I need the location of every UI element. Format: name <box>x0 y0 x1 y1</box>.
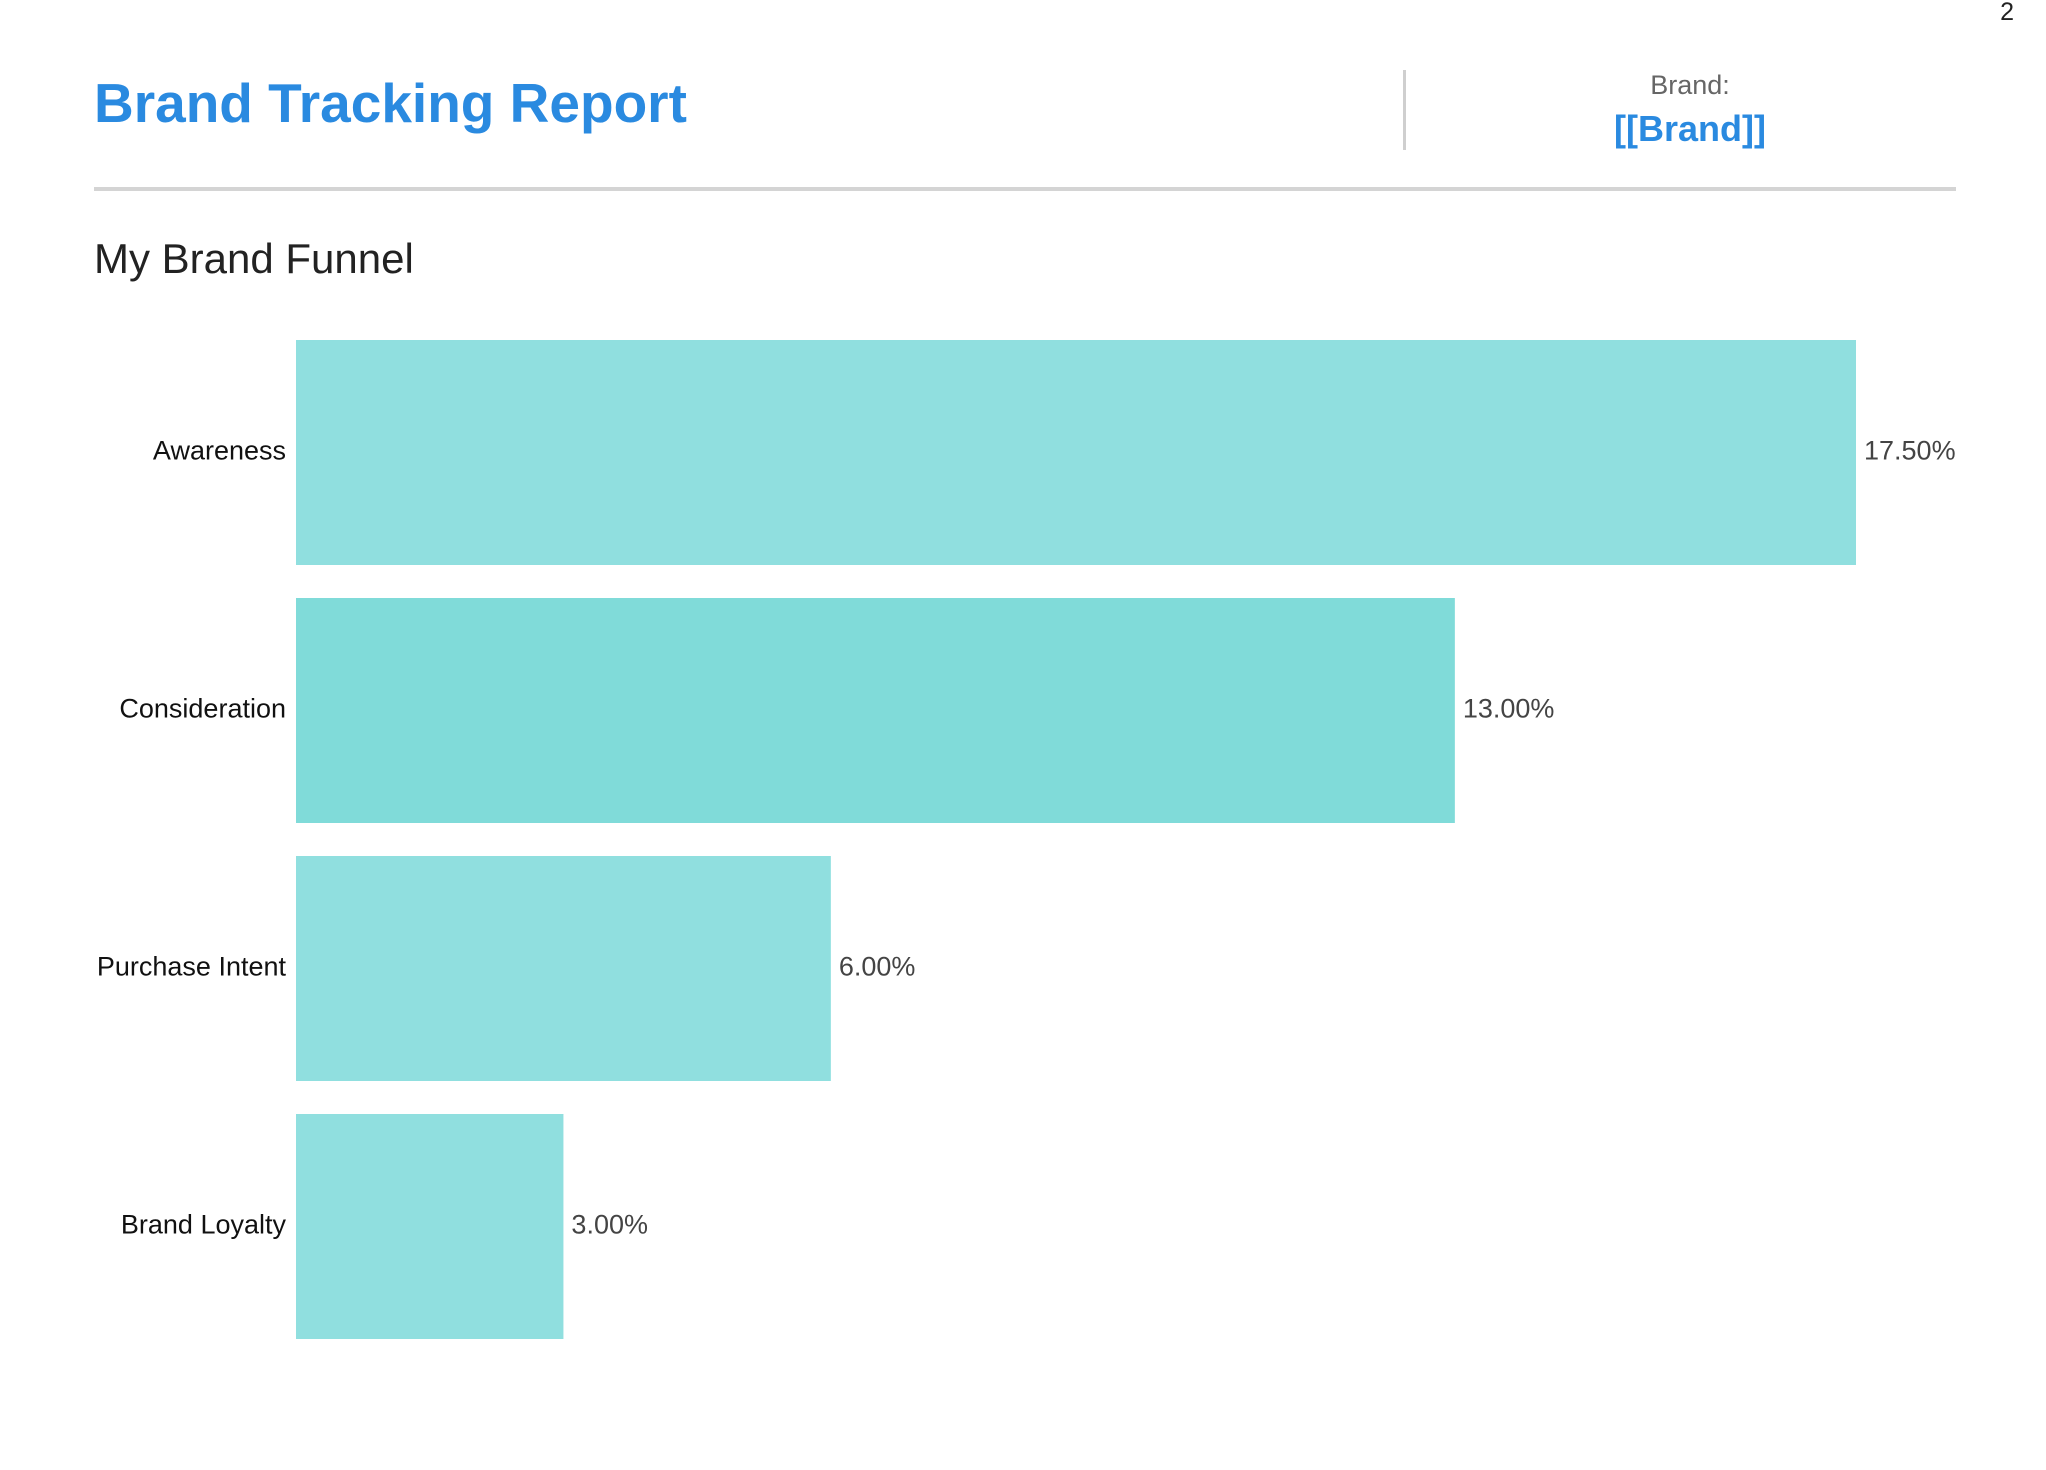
value-label-consideration: 13.00% <box>1463 694 1555 724</box>
category-label-brand-loyalty: Brand Loyalty <box>121 1210 287 1240</box>
category-label-awareness: Awareness <box>153 436 286 466</box>
bar-purchase-intent <box>296 856 831 1081</box>
value-label-purchase-intent: 6.00% <box>839 952 916 982</box>
chart-title: My Brand Funnel <box>94 235 414 282</box>
bar-consideration <box>296 598 1455 823</box>
header-divider <box>94 187 1956 191</box>
category-label-purchase-intent: Purchase Intent <box>97 952 287 982</box>
brand-label: Brand: <box>1650 70 1730 100</box>
category-label-consideration: Consideration <box>119 694 286 724</box>
value-label-brand-loyalty: 3.00% <box>571 1210 648 1240</box>
page-number: 2 <box>2000 0 2014 26</box>
value-label-awareness: 17.50% <box>1864 436 1956 466</box>
bar-brand-loyalty <box>296 1114 564 1339</box>
header-vertical-divider <box>1403 70 1406 150</box>
brand-value: [[Brand]] <box>1614 108 1766 149</box>
report-title: Brand Tracking Report <box>94 72 687 134</box>
brand-info: Brand: [[Brand]] <box>1540 72 1840 147</box>
bar-awareness <box>296 340 1856 565</box>
